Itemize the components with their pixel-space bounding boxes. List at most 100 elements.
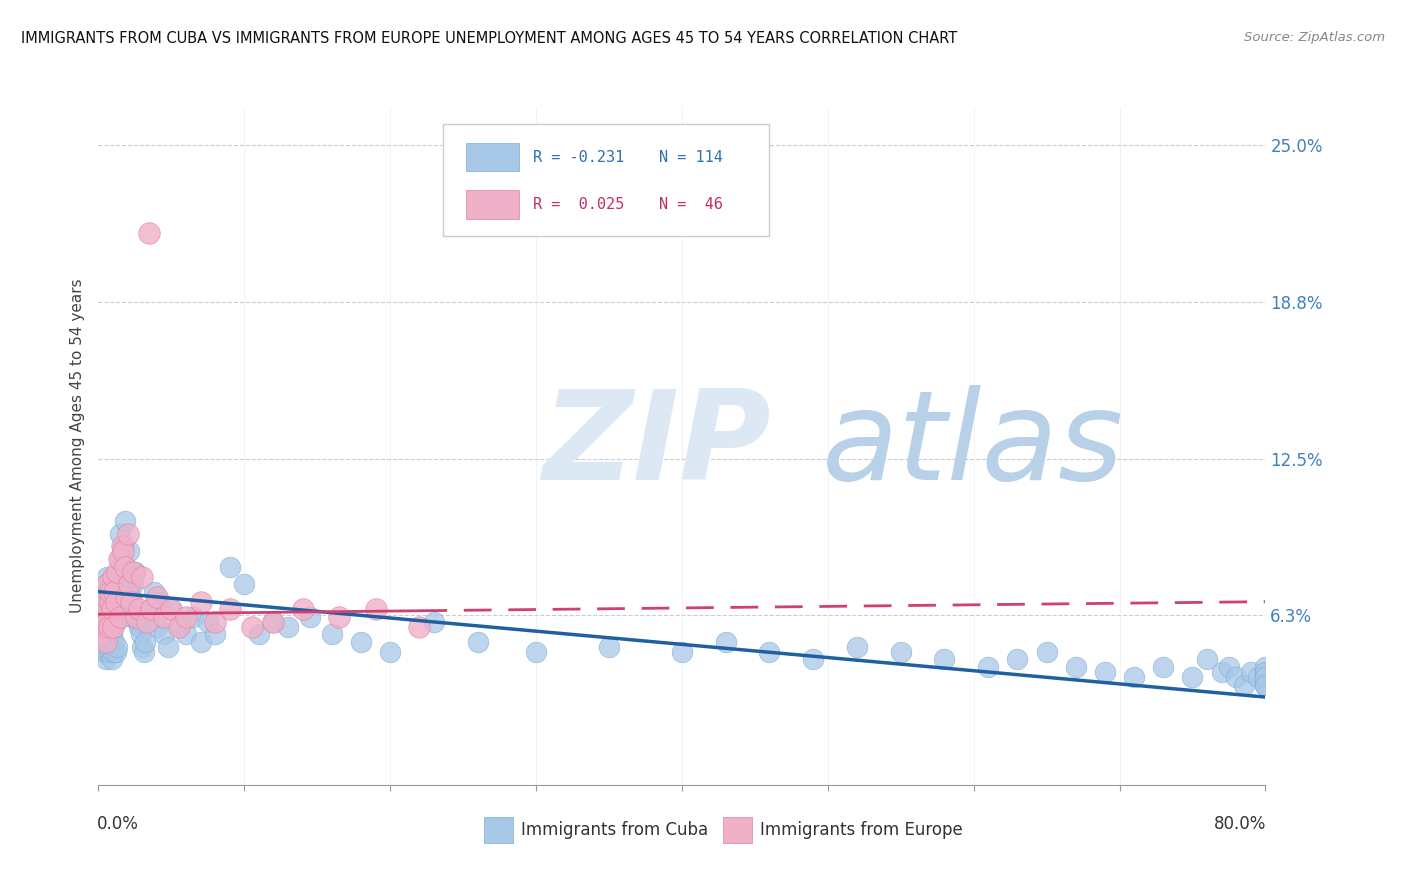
Text: R =  0.025: R = 0.025	[533, 197, 624, 212]
Point	[111, 540, 134, 554]
Point	[181, 609, 204, 624]
Point	[174, 627, 197, 641]
Point	[111, 577, 134, 591]
Point	[298, 609, 321, 624]
Point	[598, 640, 620, 654]
Point	[758, 645, 780, 659]
Y-axis label: Unemployment Among Ages 45 to 54 years: Unemployment Among Ages 45 to 54 years	[70, 278, 86, 614]
Point	[98, 645, 121, 659]
Point	[118, 577, 141, 591]
Point	[104, 645, 127, 659]
Point	[1123, 670, 1146, 684]
Point	[115, 590, 138, 604]
Point	[91, 645, 114, 659]
Point	[262, 615, 284, 629]
Point	[167, 620, 190, 634]
Point	[139, 602, 162, 616]
Point	[94, 652, 117, 666]
Point	[91, 595, 114, 609]
Bar	[465, 190, 519, 219]
Point	[110, 609, 132, 624]
Point	[96, 620, 118, 634]
Point	[110, 552, 132, 566]
Point	[138, 226, 160, 240]
Point	[98, 584, 121, 599]
Point	[233, 577, 256, 591]
Point	[1035, 645, 1057, 659]
Point	[142, 584, 165, 599]
Point	[120, 590, 142, 604]
Point	[131, 569, 153, 583]
Point	[934, 652, 956, 666]
Point	[103, 609, 125, 624]
Point	[94, 590, 117, 604]
Point	[100, 627, 122, 641]
Point	[671, 645, 693, 659]
Point	[124, 565, 146, 579]
Point	[101, 569, 124, 583]
Point	[408, 620, 430, 634]
Point	[204, 615, 226, 629]
Point	[104, 595, 127, 609]
Point	[97, 584, 120, 599]
Point	[204, 627, 226, 641]
Point	[146, 620, 169, 634]
Point	[105, 609, 128, 624]
Point	[291, 602, 314, 616]
Point	[105, 565, 128, 579]
Point	[1254, 665, 1277, 679]
Point	[174, 609, 197, 624]
Point	[90, 635, 112, 649]
Point	[1195, 652, 1218, 666]
Point	[100, 602, 122, 616]
Point	[96, 595, 118, 609]
Point	[1254, 677, 1277, 691]
Point	[96, 569, 118, 583]
Point	[100, 652, 122, 666]
Point	[240, 620, 263, 634]
Point	[1254, 670, 1277, 684]
Text: Source: ZipAtlas.com: Source: ZipAtlas.com	[1244, 31, 1385, 45]
Point	[1094, 665, 1116, 679]
Point	[1254, 665, 1277, 679]
Point	[94, 577, 117, 591]
Point	[104, 615, 127, 629]
Point	[93, 640, 115, 654]
Point	[1211, 665, 1233, 679]
Point	[1225, 670, 1247, 684]
Point	[146, 590, 169, 604]
Point	[160, 602, 183, 616]
Text: Immigrants from Europe: Immigrants from Europe	[761, 821, 963, 838]
Point	[97, 640, 120, 654]
Point	[98, 595, 121, 609]
Point	[125, 609, 148, 624]
Point	[96, 577, 118, 591]
Point	[218, 559, 240, 574]
Bar	[484, 817, 513, 843]
Point	[157, 640, 180, 654]
Point	[262, 615, 284, 629]
Point	[131, 640, 153, 654]
Point	[112, 540, 135, 554]
Point	[90, 615, 112, 629]
Point	[247, 627, 270, 641]
Point	[122, 565, 145, 579]
Point	[89, 627, 111, 641]
Point	[101, 645, 124, 659]
Point	[120, 595, 142, 609]
Point	[98, 620, 121, 634]
Point	[117, 569, 139, 583]
Point	[1218, 660, 1240, 674]
Point	[105, 640, 128, 654]
Point	[100, 602, 122, 616]
Point	[97, 615, 120, 629]
Point	[101, 620, 124, 634]
Point	[114, 559, 136, 574]
Point	[524, 645, 547, 659]
Point	[134, 635, 156, 649]
Point	[132, 645, 155, 659]
Point	[128, 602, 150, 616]
Point	[103, 584, 125, 599]
Point	[160, 602, 183, 616]
Point	[90, 615, 112, 629]
